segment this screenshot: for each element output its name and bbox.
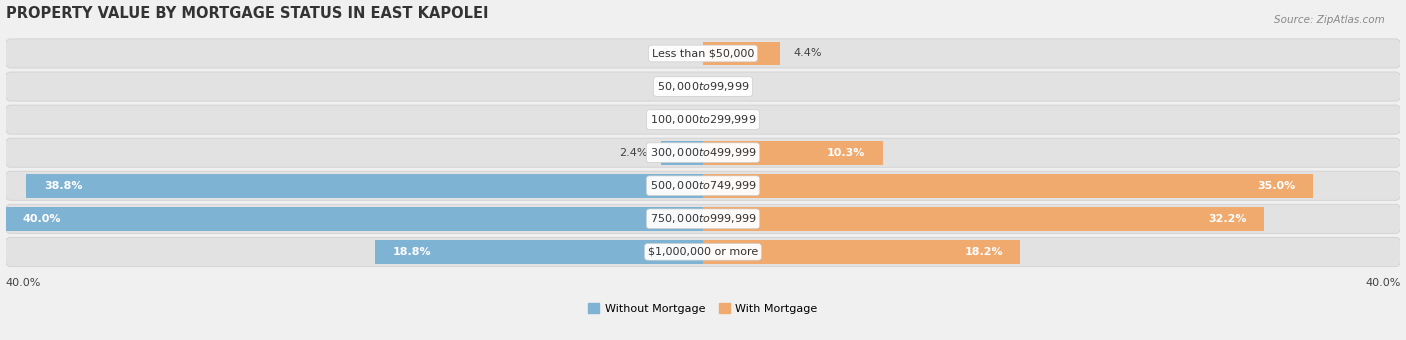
FancyBboxPatch shape — [4, 39, 1402, 68]
Bar — [703, 41, 780, 65]
Text: 0.0%: 0.0% — [661, 49, 689, 58]
Text: 4.4%: 4.4% — [793, 49, 823, 58]
Bar — [703, 141, 883, 165]
Text: 0.0%: 0.0% — [717, 115, 745, 124]
Text: 2.4%: 2.4% — [619, 148, 647, 158]
Text: $50,000 to $99,999: $50,000 to $99,999 — [657, 80, 749, 93]
Text: 0.0%: 0.0% — [717, 82, 745, 91]
Text: PROPERTY VALUE BY MORTGAGE STATUS IN EAST KAPOLEI: PROPERTY VALUE BY MORTGAGE STATUS IN EAS… — [6, 5, 488, 20]
Bar — [703, 174, 1313, 198]
Text: 18.2%: 18.2% — [965, 247, 1002, 257]
Bar — [703, 207, 1264, 231]
Text: 18.8%: 18.8% — [392, 247, 432, 257]
Text: 38.8%: 38.8% — [44, 181, 83, 191]
FancyBboxPatch shape — [4, 237, 1402, 267]
FancyBboxPatch shape — [4, 105, 1402, 134]
Text: $100,000 to $299,999: $100,000 to $299,999 — [650, 113, 756, 126]
Text: 10.3%: 10.3% — [827, 148, 865, 158]
Text: 40.0%: 40.0% — [22, 214, 62, 224]
FancyBboxPatch shape — [4, 204, 1402, 233]
FancyBboxPatch shape — [4, 171, 1402, 200]
Text: 40.0%: 40.0% — [1365, 278, 1400, 288]
Text: $300,000 to $499,999: $300,000 to $499,999 — [650, 146, 756, 159]
Text: $750,000 to $999,999: $750,000 to $999,999 — [650, 212, 756, 225]
Bar — [661, 141, 703, 165]
Bar — [375, 240, 703, 264]
Bar — [27, 174, 703, 198]
Text: 35.0%: 35.0% — [1257, 181, 1296, 191]
FancyBboxPatch shape — [4, 138, 1402, 167]
FancyBboxPatch shape — [4, 72, 1402, 101]
Text: 32.2%: 32.2% — [1209, 214, 1247, 224]
Text: 0.0%: 0.0% — [661, 82, 689, 91]
Bar — [6, 207, 703, 231]
Bar — [703, 240, 1021, 264]
Text: $1,000,000 or more: $1,000,000 or more — [648, 247, 758, 257]
Text: Less than $50,000: Less than $50,000 — [652, 49, 754, 58]
Text: 40.0%: 40.0% — [6, 278, 41, 288]
Text: 0.0%: 0.0% — [661, 115, 689, 124]
Text: $500,000 to $749,999: $500,000 to $749,999 — [650, 179, 756, 192]
Legend: Without Mortgage, With Mortgage: Without Mortgage, With Mortgage — [583, 299, 823, 318]
Text: Source: ZipAtlas.com: Source: ZipAtlas.com — [1274, 15, 1385, 25]
